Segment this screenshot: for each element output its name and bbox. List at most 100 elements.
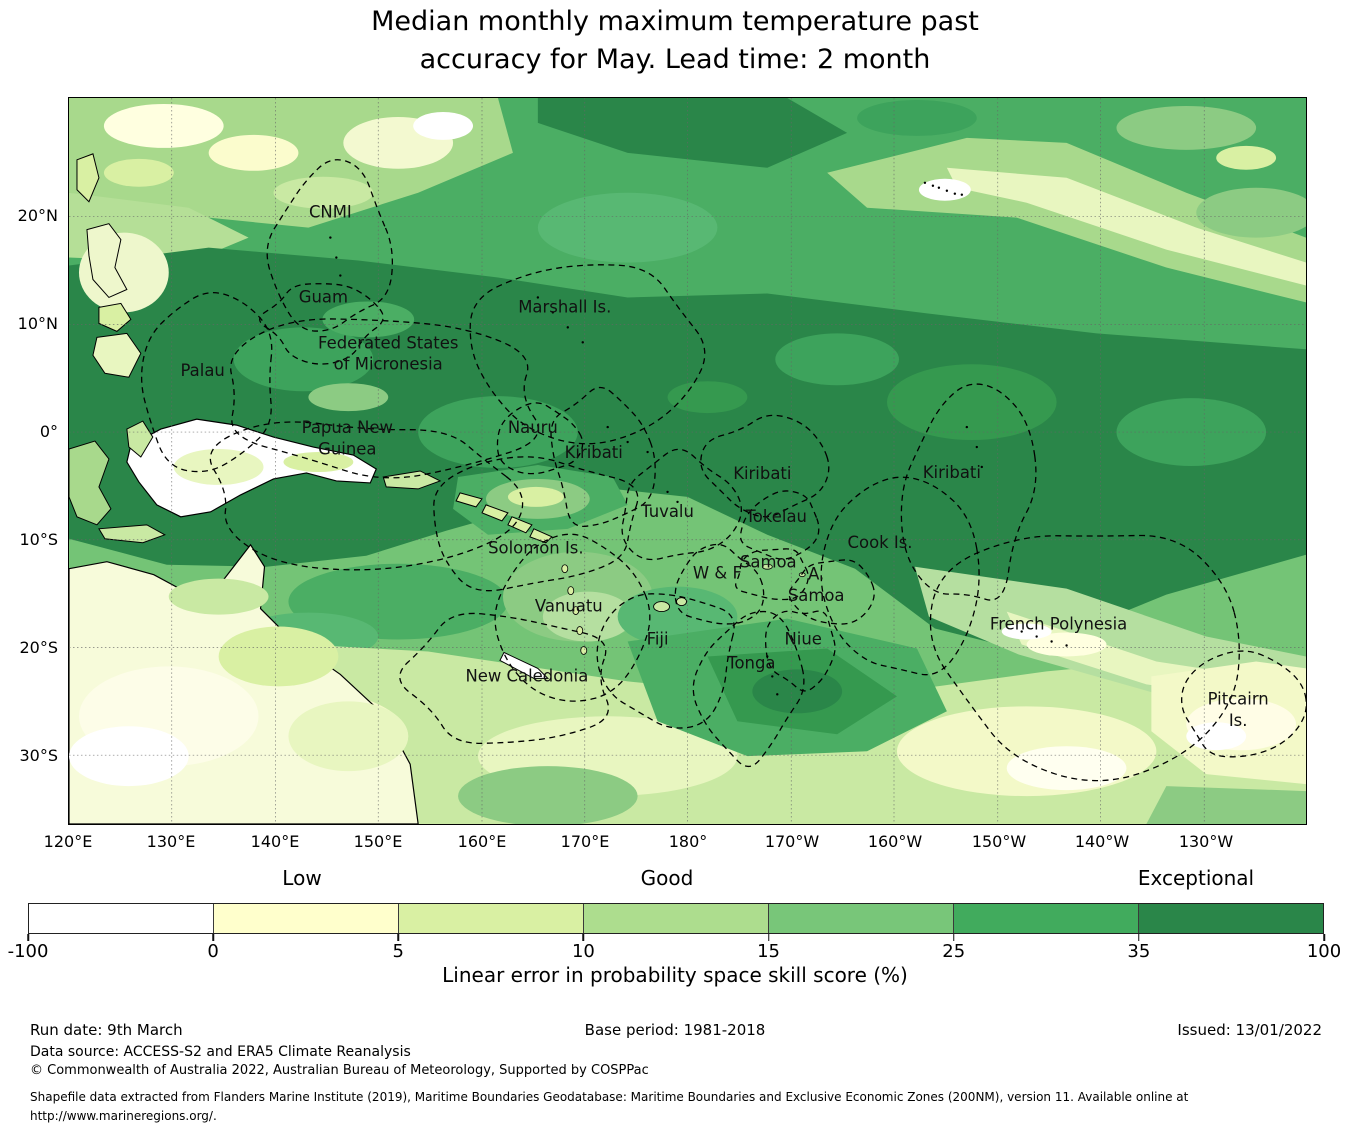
region-label-pitcairn-islands: Is. — [1229, 711, 1248, 730]
issued-date: Issued: 13/01/2022 — [1177, 1021, 1322, 1039]
region-label-wallis-and-futuna: W & F — [693, 564, 742, 583]
pacific-skill-map: CNMI Guam Marshall Is. Palau Federated State… — [69, 98, 1306, 824]
island-speck — [666, 490, 669, 494]
island-speck — [566, 326, 569, 329]
island-specks — [329, 181, 1068, 696]
lon-tick-label: 140°W — [1074, 832, 1130, 851]
colorbar-tick-mark — [397, 934, 400, 941]
colorbar-categories: Low Good Exceptional — [0, 866, 1350, 892]
map-area: CNMI Guam Marshall Is. Palau Federated State… — [68, 97, 1307, 825]
colorbar-segment — [399, 904, 584, 933]
eez-boundary-guam — [259, 283, 384, 365]
lon-tick-label: 140°E — [250, 832, 300, 851]
island-speck — [339, 274, 342, 277]
eez-boundary-niue — [764, 610, 836, 692]
colorbar-tick-label: 10 — [571, 941, 595, 962]
eez-boundary-tonga — [692, 610, 805, 768]
island-speck — [771, 675, 774, 678]
colorbar-tick-label: 0 — [207, 941, 219, 962]
island-speck — [923, 181, 927, 184]
lat-tick-label: 20°N — [17, 206, 58, 225]
base-period: Base period: 1981-2018 — [584, 1021, 766, 1039]
colorbar-tick-label: 25 — [942, 941, 966, 962]
lon-tick-label: 150°W — [971, 832, 1027, 851]
lat-tick-label: 10°S — [19, 530, 58, 549]
eez-boundaries — [141, 159, 1306, 782]
eez-boundary-kiribati-central — [700, 414, 830, 518]
region-label-samoa: Samoa — [740, 553, 797, 572]
island-speck — [646, 450, 649, 454]
island-speck — [953, 192, 957, 195]
eez-boundary-new-caledonia — [399, 612, 610, 744]
colorbar-segment — [1139, 904, 1323, 933]
island-speck — [676, 500, 679, 504]
region-label-marshall-islands: Marshall Is. — [518, 297, 611, 316]
figure-title-line1: Median monthly maximum temperature past — [371, 6, 979, 37]
lon-tick-label: 170°W — [764, 832, 820, 851]
island-speck — [776, 693, 779, 696]
island-speck — [945, 189, 949, 192]
region-label-american-samoa: Samoa — [788, 586, 845, 605]
lon-tick-label: 160°W — [867, 832, 923, 851]
lon-tick-label: 130°W — [1178, 832, 1234, 851]
region-label-american-samoa: A. — [808, 565, 824, 584]
eez-boundary-papua-new-guinea — [209, 421, 524, 571]
lon-tick-label: 130°E — [146, 832, 196, 851]
region-label-fiji: Fiji — [647, 629, 669, 648]
figure-title-line2: accuracy for May. Lead time: 2 month — [419, 44, 931, 75]
region-label-niue: Niue — [785, 629, 822, 648]
data-source: Data source: ACCESS-S2 and ERA5 Climate … — [30, 1044, 411, 1060]
island-speck — [1035, 635, 1038, 638]
eez-boundary-wallis-and-futuna — [674, 543, 765, 625]
island-speck — [937, 186, 941, 189]
lon-tick-label: 150°E — [353, 832, 403, 851]
eez-boundary-fsm — [230, 318, 539, 479]
colorbar-category-exceptional: Exceptional — [1137, 866, 1255, 890]
lat-tick-label: 20°S — [19, 638, 58, 657]
colorbar-segment — [214, 904, 399, 933]
colorbar-segment — [584, 904, 769, 933]
colorbar-axis-label: Linear error in probability space skill … — [442, 963, 908, 987]
island-speck — [931, 184, 935, 187]
lon-tick-label: 170°E — [560, 832, 610, 851]
colorbar-tick-label: 100 — [1306, 941, 1342, 962]
region-label-palau: Palau — [181, 361, 225, 380]
region-label-kiribati-west: Kiribati — [565, 443, 623, 462]
eez-boundary-cook-islands — [820, 476, 980, 676]
eez-boundary-kiribati-east — [900, 383, 1037, 601]
colorbar-segment — [29, 904, 214, 933]
eez-boundary-kiribati-west — [550, 386, 656, 527]
lon-tick-label: 180° — [668, 832, 708, 851]
region-label-tokelau: Tokelau — [745, 507, 807, 526]
region-label-tuvalu: Tuvalu — [640, 502, 694, 521]
colorbar-category-low: Low — [282, 866, 322, 890]
island-speck — [960, 193, 964, 196]
latitude-axis: 20°N 10°N 0° 10°S 20°S 30°S — [0, 97, 58, 825]
colorbar-tick-label: 5 — [392, 941, 405, 962]
colorbar-segment — [954, 904, 1139, 933]
colorbar-tick-mark — [1323, 934, 1325, 941]
island-speck — [551, 311, 555, 314]
colorbar-tick-mark — [952, 934, 955, 941]
eez-boundary-vanuatu — [494, 533, 651, 702]
island-speck — [1065, 644, 1068, 647]
eez-boundary-samoa — [735, 548, 809, 601]
colorbar-tick-mark — [767, 934, 770, 941]
island-speck — [975, 445, 978, 449]
island-speck — [1050, 640, 1053, 643]
lat-tick-label: 30°S — [19, 746, 58, 765]
run-date: Run date: 9th March — [30, 1021, 183, 1039]
eez-boundary-nauru — [496, 402, 584, 475]
island-speck — [1020, 630, 1023, 633]
colorbar-ticks: -100 0 5 10 15 25 35 100 — [8, 934, 1341, 968]
region-label-federated-states-of-micronesia: Federated States — [318, 333, 458, 352]
eez-boundary-pitcairn-islands — [1181, 650, 1306, 758]
colorbar-tick-mark — [212, 934, 214, 941]
figure-title: Median monthly maximum temperature past … — [0, 3, 1350, 79]
colorbar — [28, 903, 1324, 934]
region-label-federated-states-of-micronesia: of Micronesia — [334, 355, 443, 374]
island-speck — [335, 256, 338, 259]
lon-tick-label: 120°E — [43, 832, 93, 851]
lat-tick-label: 10°N — [17, 314, 58, 333]
region-label-vanuatu: Vanuatu — [535, 597, 603, 616]
